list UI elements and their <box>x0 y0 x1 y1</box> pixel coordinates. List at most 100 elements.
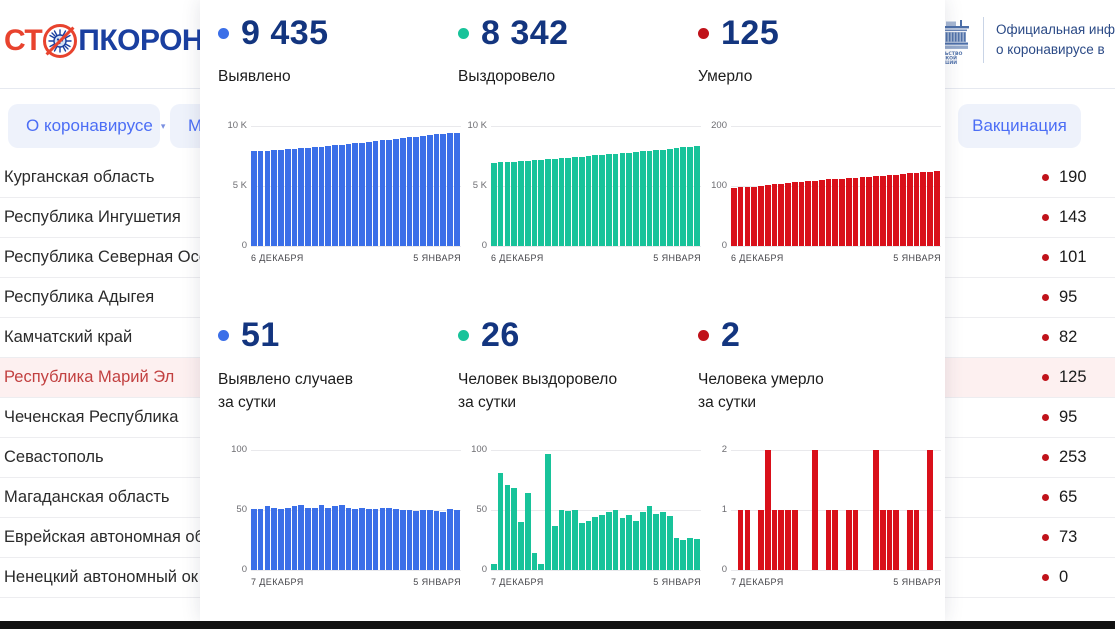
chart-deaths-daily[interactable]: 0 1 2 7 ДЕКАБРЯ 5 ЯНВАРЯ <box>698 444 948 590</box>
chart-bar <box>791 182 798 246</box>
chart-recovered-total[interactable]: 0 5 K 10 K 6 ДЕКАБРЯ 5 ЯНВАРЯ <box>458 120 708 266</box>
chart-y-tick-label: 5 K <box>232 180 247 191</box>
chart-detected-daily[interactable]: 0 50 100 7 ДЕКАБРЯ 5 ЯНВАРЯ <box>218 444 468 590</box>
chart-bar <box>839 178 845 246</box>
chart-bar <box>646 150 653 246</box>
chart-x-end-label: 5 ЯНВАРЯ <box>653 253 701 263</box>
nav-item-about-coronavirus[interactable]: О коронавирусе ▾ <box>8 104 165 148</box>
chart-bar <box>693 538 700 570</box>
chart-bar <box>859 177 866 246</box>
chart-bar <box>927 171 933 246</box>
status-dot-icon <box>1042 174 1049 181</box>
stat-card-header: 125 <box>698 16 948 50</box>
chart-bars <box>491 126 701 246</box>
stat-label-line2: за сутки <box>218 394 277 411</box>
chart-x-end-label: 5 ЯНВАРЯ <box>893 253 941 263</box>
chart-bar <box>426 135 433 246</box>
region-name: Ненецкий автономный ок <box>4 568 198 586</box>
stat-card-recovered-daily: 26 Человек выздоровело за сутки 0 50 100 7 ДЕК… <box>458 318 708 587</box>
chart-bar <box>366 141 372 246</box>
chart-bars <box>731 126 941 246</box>
chart-bar <box>497 472 504 570</box>
chart-bar <box>913 172 920 246</box>
region-value: 82 <box>1059 328 1078 346</box>
chart-bar <box>764 450 771 570</box>
chart-bar <box>778 183 785 246</box>
region-value: 143 <box>1059 208 1087 226</box>
chart-x-start-label: 7 ДЕКАБРЯ <box>491 577 544 587</box>
chart-bar <box>693 145 700 246</box>
chart-plot-area: 0 1 2 <box>722 444 941 575</box>
chart-bar <box>545 159 551 246</box>
chart-bar <box>606 154 612 246</box>
chart-bars <box>251 450 461 570</box>
chart-bar <box>551 158 558 246</box>
chart-bar <box>318 505 325 570</box>
chart-bar <box>257 150 264 246</box>
chart-bar <box>639 512 646 570</box>
chart-bar <box>345 507 352 570</box>
region-name: Севастополь <box>4 448 104 466</box>
region-name: Магаданская область <box>4 488 170 506</box>
chart-plot-area: 0 50 100 <box>231 444 461 575</box>
chart-y-tick-label: 5 K <box>472 180 487 191</box>
chart-recovered-daily[interactable]: 0 50 100 7 ДЕКАБРЯ 5 ЯНВАРЯ <box>458 444 708 590</box>
chart-bar <box>565 511 572 570</box>
chart-bar <box>264 506 271 570</box>
chart-bar <box>673 537 680 570</box>
chart-bar <box>639 151 646 246</box>
status-dot-icon <box>1042 334 1049 341</box>
chart-bar <box>538 564 545 570</box>
chart-bar <box>372 141 379 246</box>
chart-bar <box>785 183 791 246</box>
stat-card-header: 26 <box>458 318 708 352</box>
chart-bar <box>511 488 517 570</box>
chart-bar <box>913 510 920 570</box>
status-dot-icon <box>1042 294 1049 301</box>
stat-label: Выздоровело <box>458 68 556 85</box>
chart-detected-total[interactable]: 0 5 K 10 K 6 ДЕКАБРЯ 5 ЯНВАРЯ <box>218 120 468 266</box>
chart-bar <box>311 147 318 246</box>
chart-bar <box>744 510 751 570</box>
chart-y-tick-label: 0 <box>721 240 727 251</box>
region-value: 0 <box>1059 568 1069 586</box>
coronavirus-crossed-icon <box>43 24 78 58</box>
chart-bar <box>291 148 298 246</box>
chart-gridline <box>251 126 461 127</box>
chart-y-tick-label: 200 <box>711 120 727 131</box>
chart-bar <box>264 150 271 246</box>
chart-gridline <box>491 510 701 511</box>
chart-bar <box>906 173 913 246</box>
chart-bar <box>366 508 372 570</box>
chart-bar <box>305 507 311 570</box>
stat-dot-icon <box>218 329 229 341</box>
region-name: Республика Ингушетия <box>4 208 181 226</box>
chart-deaths-total[interactable]: 0 100 200 6 ДЕКАБРЯ 5 ЯНВАРЯ <box>698 120 948 266</box>
chart-bar <box>771 510 778 570</box>
stat-dot-icon <box>698 27 709 39</box>
region-value-cell: 0 <box>1042 568 1093 587</box>
stat-value: 51 <box>241 316 280 354</box>
chart-bar <box>585 520 592 570</box>
chart-bar <box>893 510 900 570</box>
stat-label-line2: за сутки <box>458 394 517 411</box>
chart-bar <box>379 140 386 246</box>
chart-bar <box>518 522 524 570</box>
region-name: Чеченская Республика <box>4 408 179 426</box>
chart-bar <box>927 450 933 570</box>
stat-value: 8 342 <box>481 14 569 52</box>
stat-card-deaths-daily: 2 Человека умерло за сутки 0 1 2 7 ДЕКАБРЯ 5 ЯН… <box>698 318 948 587</box>
chart-bar <box>551 525 558 570</box>
stat-label-line1: Выявлено случаев <box>218 371 353 388</box>
chart-bar <box>511 161 517 246</box>
chart-bars <box>731 450 941 570</box>
region-value-cell: 65 <box>1042 488 1093 507</box>
chart-bar <box>359 507 365 570</box>
chart-bar <box>687 146 693 246</box>
stat-label: Человека умерло за сутки <box>698 368 913 414</box>
chart-bar <box>399 510 406 570</box>
chart-bar <box>832 178 839 246</box>
nav-item-vaccination[interactable]: Вакцинация <box>958 104 1081 148</box>
